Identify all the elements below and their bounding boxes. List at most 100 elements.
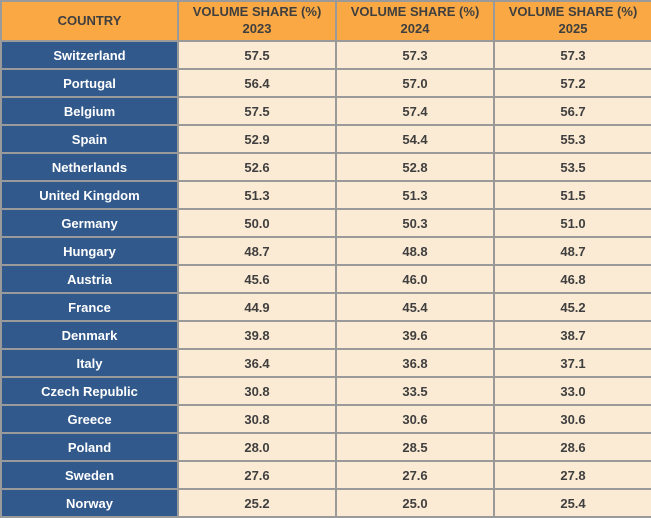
value-cell: 52.6 <box>177 152 337 182</box>
value-cell: 52.9 <box>177 124 337 154</box>
value-cell: 55.3 <box>493 124 651 154</box>
value-cell: 45.2 <box>493 292 651 322</box>
table-row: Poland 28.0 28.5 28.6 <box>0 432 651 462</box>
country-cell: Poland <box>0 432 179 462</box>
value-cell: 36.4 <box>177 348 337 378</box>
value-cell: 36.8 <box>335 348 495 378</box>
table-row: Norway 25.2 25.0 25.4 <box>0 488 651 518</box>
country-cell: Hungary <box>0 236 179 266</box>
value-cell: 54.4 <box>335 124 495 154</box>
table-row: Spain 52.9 54.4 55.3 <box>0 124 651 154</box>
value-cell: 57.2 <box>493 68 651 98</box>
volume-share-label: VOLUME SHARE (%) <box>508 4 638 20</box>
value-cell: 57.3 <box>335 40 495 70</box>
table-row: Czech Republic 30.8 33.5 33.0 <box>0 376 651 406</box>
value-cell: 28.6 <box>493 432 651 462</box>
value-cell: 57.3 <box>493 40 651 70</box>
country-cell: Germany <box>0 208 179 238</box>
value-cell: 25.4 <box>493 488 651 518</box>
year-label: 2024 <box>400 21 430 36</box>
country-cell: Italy <box>0 348 179 378</box>
country-cell: Sweden <box>0 460 179 490</box>
country-cell: Czech Republic <box>0 376 179 406</box>
value-cell: 51.3 <box>177 180 337 210</box>
value-cell: 57.4 <box>335 96 495 126</box>
value-cell: 45.4 <box>335 292 495 322</box>
value-cell: 53.5 <box>493 152 651 182</box>
country-cell: Switzerland <box>0 40 179 70</box>
value-cell: 51.3 <box>335 180 495 210</box>
volume-share-label: VOLUME SHARE (%) <box>350 4 480 20</box>
header-row: COUNTRY VOLUME SHARE (%) 2023 VOLUME SHA… <box>0 0 651 42</box>
table-row: Austria 45.6 46.0 46.8 <box>0 264 651 294</box>
country-cell: France <box>0 292 179 322</box>
value-cell: 56.4 <box>177 68 337 98</box>
value-cell: 48.7 <box>493 236 651 266</box>
column-header-2024: VOLUME SHARE (%) 2024 <box>335 0 495 42</box>
country-cell: United Kingdom <box>0 180 179 210</box>
value-cell: 25.2 <box>177 488 337 518</box>
value-cell: 28.5 <box>335 432 495 462</box>
country-cell: Austria <box>0 264 179 294</box>
value-cell: 39.8 <box>177 320 337 350</box>
table-row: Switzerland 57.5 57.3 57.3 <box>0 40 651 70</box>
value-cell: 27.6 <box>335 460 495 490</box>
table-row: Belgium 57.5 57.4 56.7 <box>0 96 651 126</box>
value-cell: 50.3 <box>335 208 495 238</box>
value-cell: 25.0 <box>335 488 495 518</box>
country-cell: Belgium <box>0 96 179 126</box>
value-cell: 37.1 <box>493 348 651 378</box>
value-cell: 27.8 <box>493 460 651 490</box>
value-cell: 52.8 <box>335 152 495 182</box>
table-row: Greece 30.8 30.6 30.6 <box>0 404 651 434</box>
country-cell: Denmark <box>0 320 179 350</box>
year-label: 2023 <box>242 21 272 36</box>
column-header-2025: VOLUME SHARE (%) 2025 <box>493 0 651 42</box>
value-cell: 57.0 <box>335 68 495 98</box>
country-cell: Greece <box>0 404 179 434</box>
value-cell: 48.7 <box>177 236 337 266</box>
value-cell: 30.6 <box>335 404 495 434</box>
country-cell: Spain <box>0 124 179 154</box>
country-cell: Netherlands <box>0 152 179 182</box>
value-cell: 51.5 <box>493 180 651 210</box>
value-cell: 46.8 <box>493 264 651 294</box>
value-cell: 33.5 <box>335 376 495 406</box>
table-row: Denmark 39.8 39.6 38.7 <box>0 320 651 350</box>
value-cell: 57.5 <box>177 96 337 126</box>
country-cell: Portugal <box>0 68 179 98</box>
column-header-country: COUNTRY <box>0 0 179 42</box>
value-cell: 38.7 <box>493 320 651 350</box>
table-row: Netherlands 52.6 52.8 53.5 <box>0 152 651 182</box>
value-cell: 51.0 <box>493 208 651 238</box>
year-label: 2025 <box>558 21 588 36</box>
table-row: France 44.9 45.4 45.2 <box>0 292 651 322</box>
value-cell: 33.0 <box>493 376 651 406</box>
column-header-2023: VOLUME SHARE (%) 2023 <box>177 0 337 42</box>
value-cell: 30.6 <box>493 404 651 434</box>
table-row: United Kingdom 51.3 51.3 51.5 <box>0 180 651 210</box>
value-cell: 39.6 <box>335 320 495 350</box>
value-cell: 46.0 <box>335 264 495 294</box>
table-header: COUNTRY VOLUME SHARE (%) 2023 VOLUME SHA… <box>0 0 651 42</box>
table-body: Switzerland 57.5 57.3 57.3 Portugal 56.4 57.0 5… <box>0 40 651 518</box>
value-cell: 56.7 <box>493 96 651 126</box>
table-row: Sweden 27.6 27.6 27.8 <box>0 460 651 490</box>
country-cell: Norway <box>0 488 179 518</box>
value-cell: 28.0 <box>177 432 337 462</box>
table-row: Italy 36.4 36.8 37.1 <box>0 348 651 378</box>
value-cell: 48.8 <box>335 236 495 266</box>
table-row: Portugal 56.4 57.0 57.2 <box>0 68 651 98</box>
country-column-label: COUNTRY <box>57 12 122 28</box>
value-cell: 45.6 <box>177 264 337 294</box>
value-cell: 30.8 <box>177 376 337 406</box>
volume-share-label: VOLUME SHARE (%) <box>192 4 322 20</box>
value-cell: 27.6 <box>177 460 337 490</box>
table-row: Hungary 48.7 48.8 48.7 <box>0 236 651 266</box>
table-row: Germany 50.0 50.3 51.0 <box>0 208 651 238</box>
value-cell: 57.5 <box>177 40 337 70</box>
value-cell: 44.9 <box>177 292 337 322</box>
value-cell: 50.0 <box>177 208 337 238</box>
value-cell: 30.8 <box>177 404 337 434</box>
